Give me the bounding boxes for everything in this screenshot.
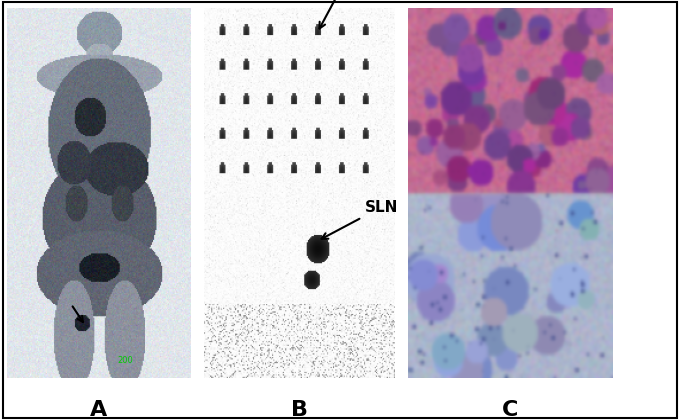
Text: SLN: SLN	[322, 200, 398, 239]
Text: C: C	[502, 400, 518, 420]
Text: A: A	[90, 400, 107, 420]
Text: B: B	[291, 400, 308, 420]
Text: SLN: SLN	[320, 0, 360, 29]
Text: 200: 200	[117, 356, 133, 365]
